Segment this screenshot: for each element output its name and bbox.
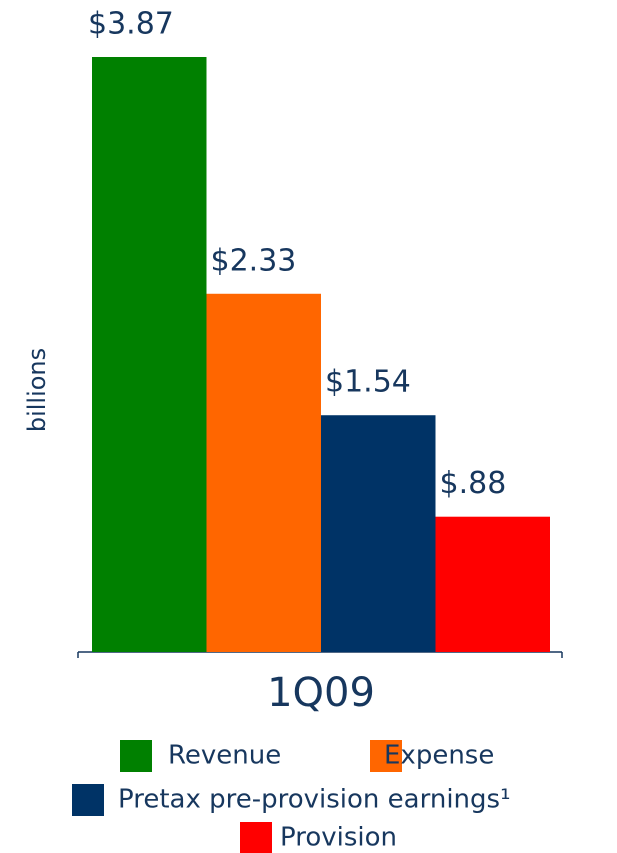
legend-label: Revenue bbox=[168, 741, 281, 771]
data-label: $1.54 bbox=[325, 365, 411, 400]
data-label: $2.33 bbox=[211, 243, 297, 278]
bar bbox=[92, 57, 207, 652]
legend-label: Expense bbox=[384, 741, 494, 771]
bar bbox=[206, 293, 321, 652]
legend-swatch bbox=[72, 784, 104, 816]
data-label: $.88 bbox=[440, 466, 507, 501]
bar bbox=[321, 415, 436, 652]
legend-swatch bbox=[370, 740, 402, 772]
legend-swatch bbox=[120, 740, 152, 772]
x-tick-label: 1Q09 bbox=[267, 670, 375, 716]
y-axis-label: billions bbox=[23, 348, 51, 432]
legend-label: Provision bbox=[280, 823, 397, 853]
data-label: $3.87 bbox=[88, 7, 174, 42]
legend-swatch bbox=[240, 822, 272, 853]
bar bbox=[435, 516, 550, 652]
legend-label: Pretax pre-provision earnings¹ bbox=[118, 785, 511, 815]
